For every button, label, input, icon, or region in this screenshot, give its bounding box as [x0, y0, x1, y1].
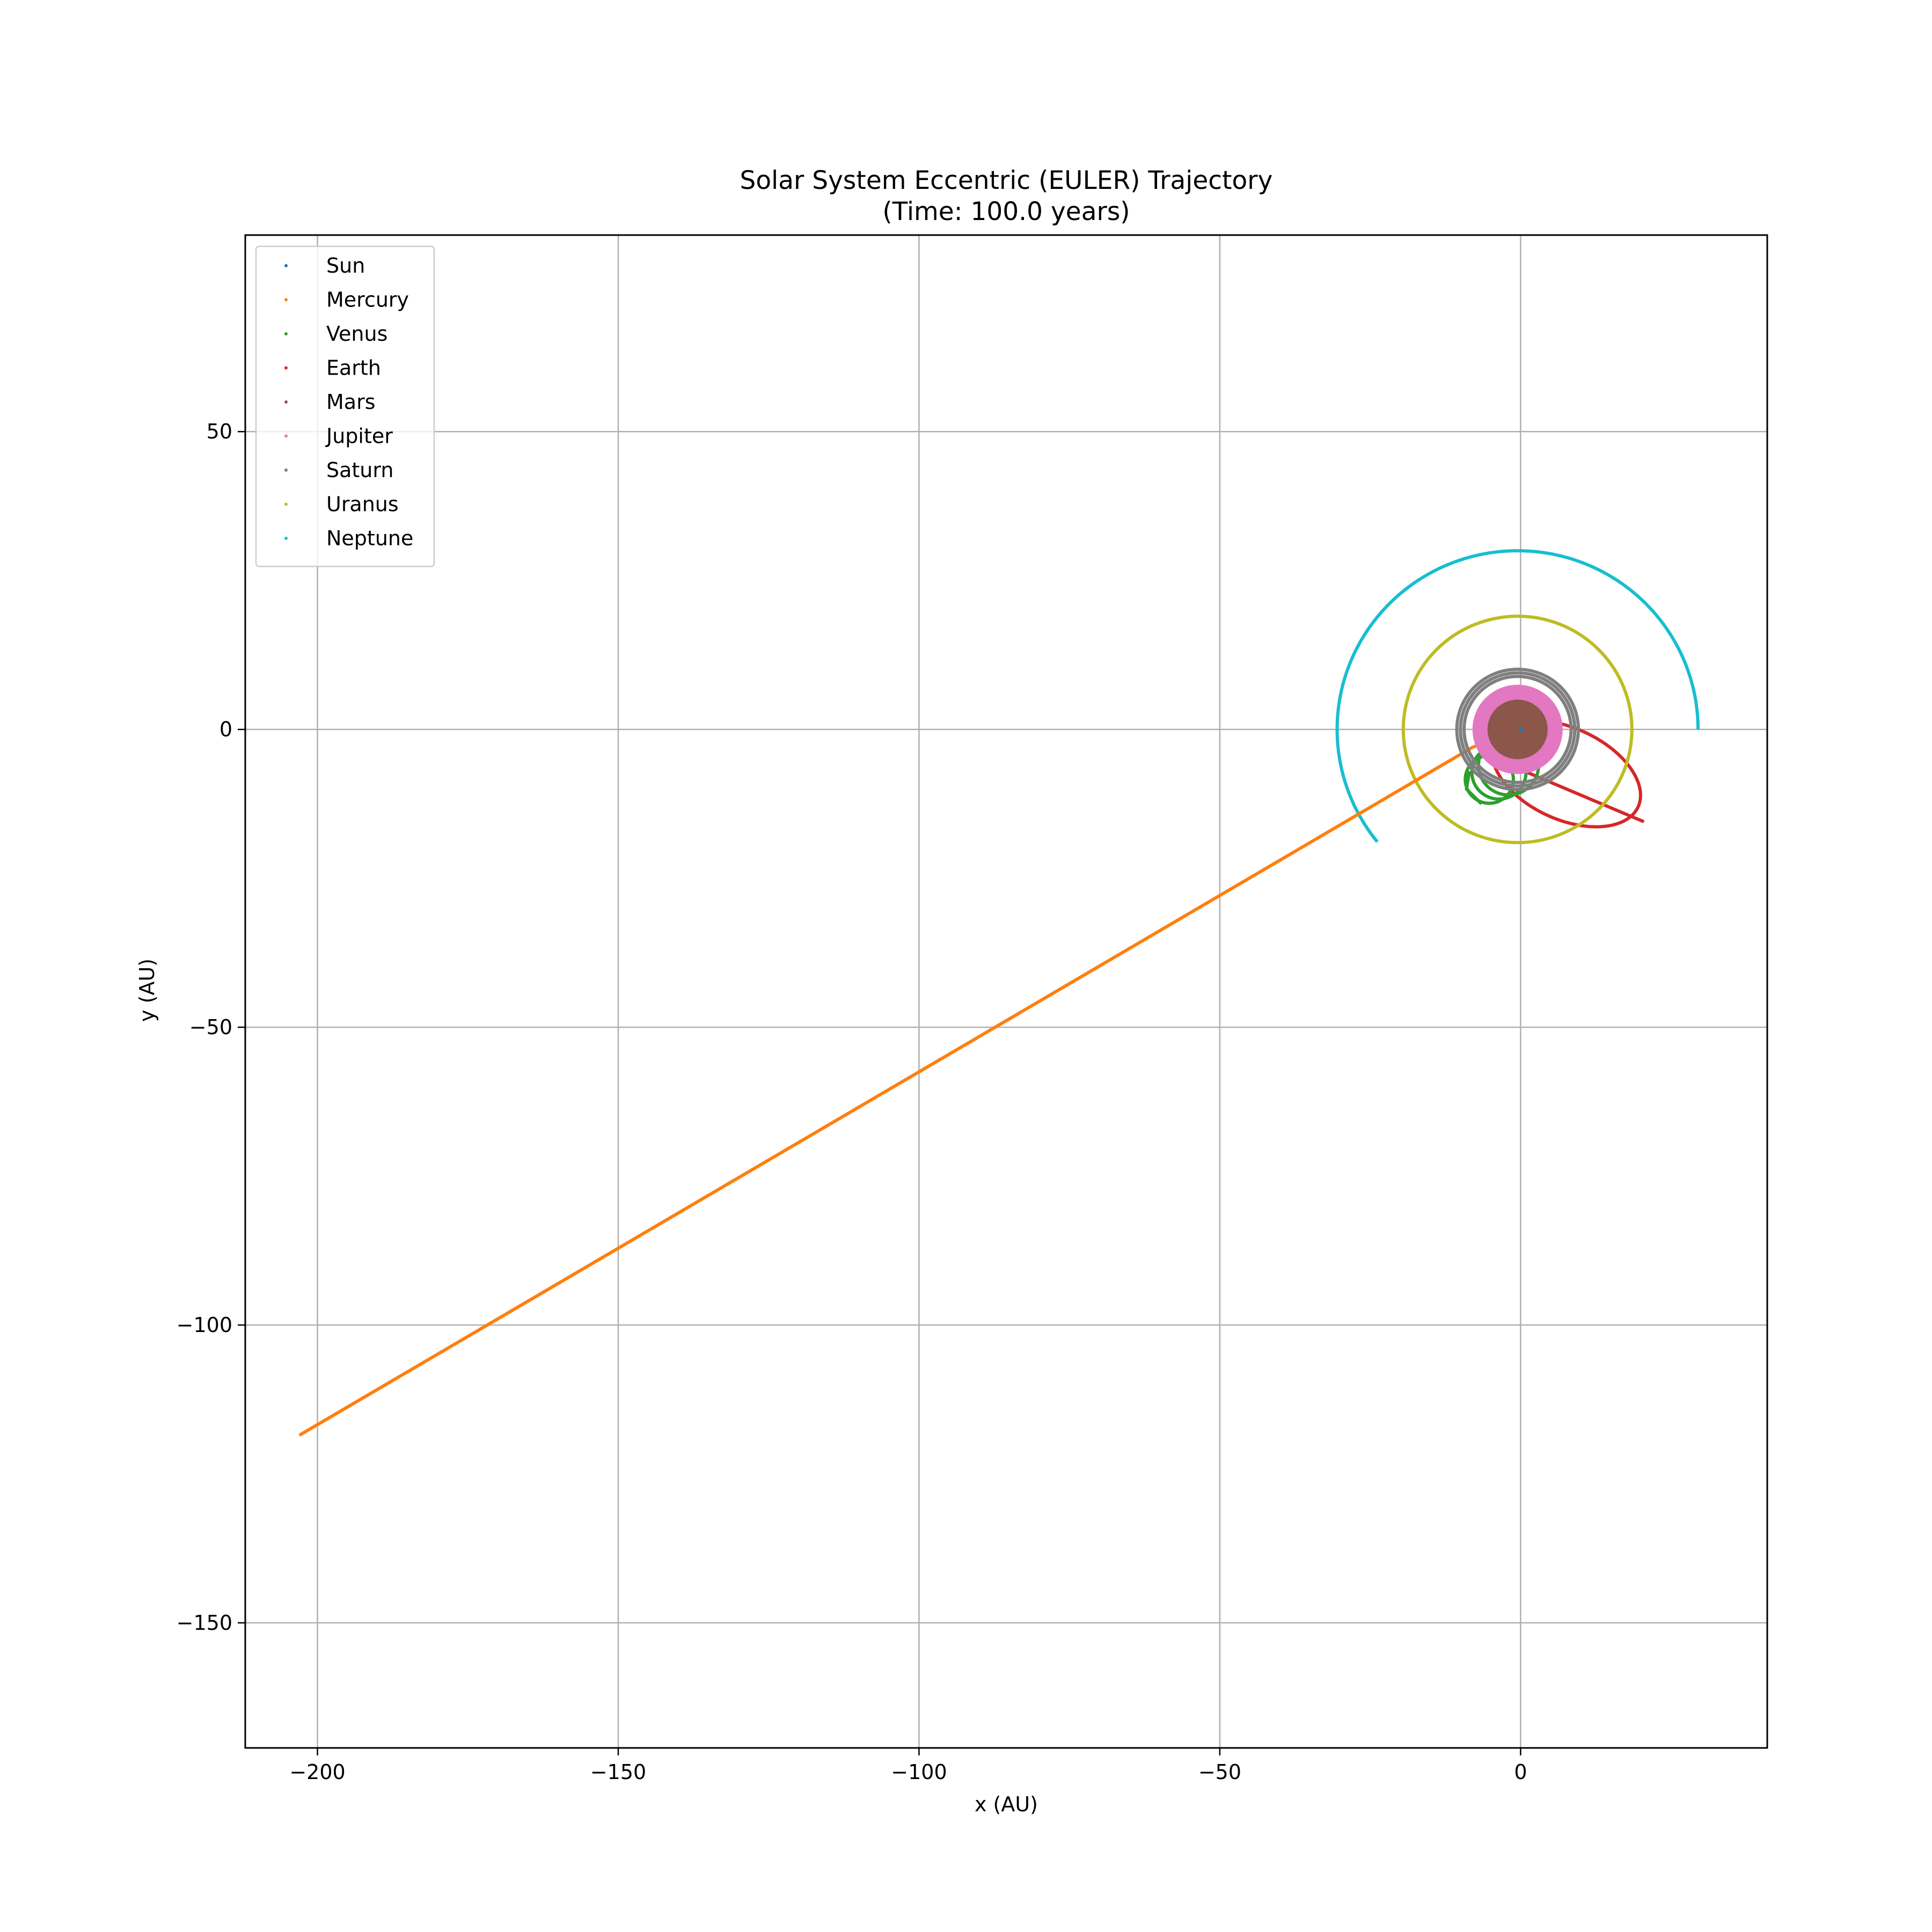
legend-label: Neptune: [326, 526, 413, 550]
legend-label: Jupiter: [325, 425, 393, 448]
y-tick-label: −150: [177, 1611, 232, 1635]
legend-marker: [284, 332, 288, 335]
axes-frame: [244, 234, 1768, 1749]
x-tick-label: −200: [289, 1760, 345, 1784]
x-axis-label: x (AU): [975, 1792, 1038, 1816]
legend-marker: [284, 366, 288, 370]
y-tick-label: 0: [219, 718, 232, 741]
axis-ticks: −200 −150 −100 −50 0 50 0 −50 −100 −150: [177, 420, 1527, 1784]
y-tick-label: −50: [189, 1015, 232, 1039]
legend-label: Mercury: [326, 288, 409, 312]
legend-label: Mars: [326, 390, 376, 414]
chart-subtitle: (Time: 100.0 years): [882, 197, 1130, 226]
legend-marker: [284, 264, 288, 267]
saturn-orbit-ring: [1455, 668, 1580, 792]
x-tick-label: −150: [590, 1760, 646, 1784]
mars-trajectory: [1487, 699, 1548, 759]
saturn-trajectory: [1455, 668, 1580, 792]
y-tick-label: 50: [207, 420, 232, 443]
legend-label: Saturn: [326, 458, 393, 482]
legend-marker: [284, 400, 288, 404]
legend: Sun Mercury Venus Earth Mars Jupiter Saturn Ura…: [255, 245, 435, 567]
legend-label: Uranus: [326, 493, 399, 516]
plot-area: [298, 549, 1700, 1437]
y-axis-label: y (AU): [135, 958, 159, 1022]
legend-marker: [284, 298, 288, 302]
legend-marker: [284, 502, 288, 506]
venus-tail: [1465, 771, 1483, 806]
legend-label: Earth: [326, 356, 381, 380]
chart-title: Solar System Eccentric (EULER) Trajector…: [740, 166, 1273, 195]
legend-marker: [284, 469, 288, 472]
x-tick-label: −50: [1198, 1760, 1241, 1784]
x-tick-label: −100: [891, 1760, 947, 1784]
saturn-orbit-ring: [1459, 671, 1577, 788]
legend-box: [255, 245, 435, 567]
neptune-trajectory: [1335, 549, 1700, 843]
x-tick-label: 0: [1514, 1760, 1527, 1784]
legend-marker: [284, 434, 288, 438]
y-tick-label: −100: [177, 1313, 232, 1337]
sun-trajectory: [1518, 727, 1523, 732]
legend-label: Venus: [326, 322, 387, 346]
uranus-trajectory: [1401, 614, 1634, 845]
legend-label: Sun: [326, 254, 365, 277]
legend-marker: [284, 537, 288, 540]
saturn-orbit-ring: [1462, 675, 1573, 784]
